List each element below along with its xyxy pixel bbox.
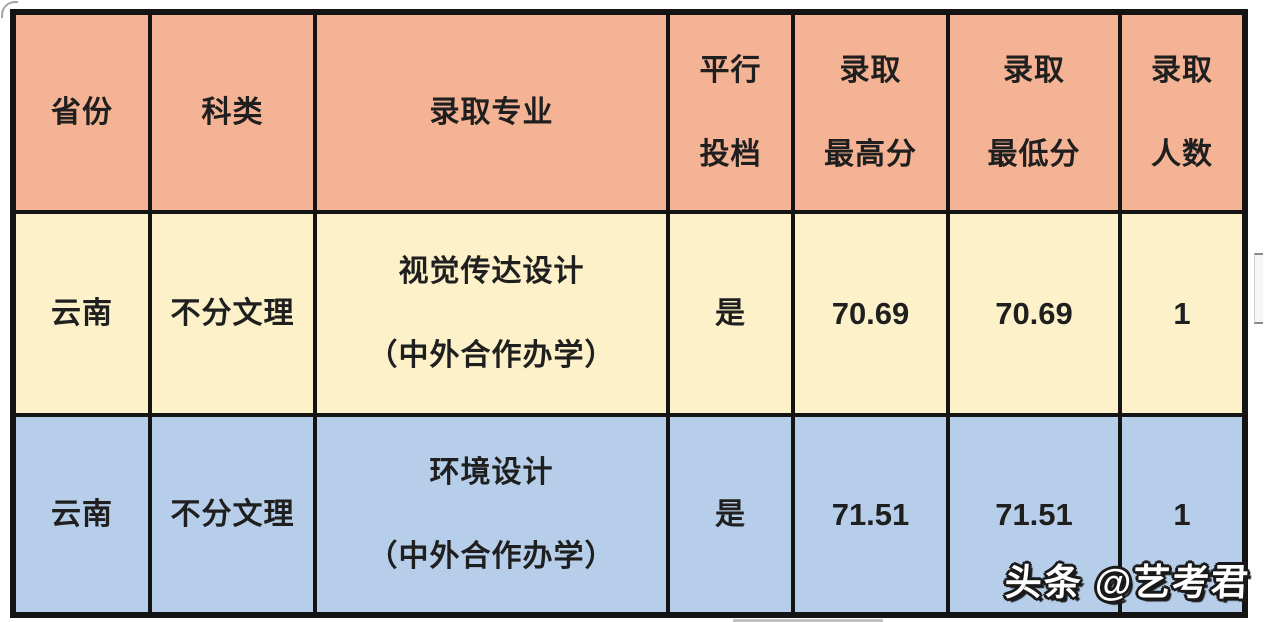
cell-max-score: 70.69 [795,214,946,413]
header-label: 科类 [201,95,264,129]
cell-count: 1 [1122,417,1242,612]
cell-province: 云南 [16,417,148,612]
header-cell-min-score: 录取 最低分 [950,15,1118,210]
cell-text: 是 [715,497,746,531]
header-cell-category: 科类 [152,15,313,210]
cell-text: 70.69 [995,295,1073,331]
cell-major: 视觉传达设计 （中外合作办学） [317,214,666,413]
cell-parallel-filing: 是 [670,417,791,612]
admission-score-table: 省份 科类 录取专业 平行 投档 录取 最高分 录取 最低分 录取 人数 云南 … [10,9,1248,618]
header-cell-max-score: 录取 最高分 [795,15,946,210]
cell-text: 1 [1173,496,1191,532]
header-label: 最低分 [987,137,1081,171]
cell-text: 1 [1173,295,1191,331]
cell-text: 71.51 [831,496,910,532]
cell-category: 不分文理 [152,214,313,413]
header-cell-parallel-filing: 平行 投档 [670,15,791,210]
header-cell-province: 省份 [16,15,148,210]
vertical-scrollbar-thumb[interactable] [1254,253,1263,324]
header-label: 录取 [839,53,902,87]
cell-min-score: 71.51 [950,417,1118,612]
cell-text: 70.69 [831,295,910,331]
header-label: 录取 [1003,53,1065,87]
watermark-toutiao-author: 头条 @艺考君 [1003,562,1251,603]
cell-text: 云南 [51,497,113,531]
rounded-panel-corner [1,1,18,18]
horizontal-scrollbar-thumb[interactable] [733,619,883,622]
header-cell-major: 录取专业 [317,15,666,210]
cell-major: 环境设计 （中外合作办学） [317,417,666,612]
cell-text: 云南 [51,296,113,330]
header-label: 人数 [1151,137,1213,171]
cell-text: 环境设计 [429,455,554,489]
header-label: 平行 [699,53,762,87]
header-cell-count: 录取 人数 [1122,15,1242,210]
cell-text: 视觉传达设计 [398,254,585,288]
header-label: 省份 [51,95,113,129]
cell-text: 不分文理 [170,497,295,531]
cell-max-score: 71.51 [795,417,946,612]
cell-text: （中外合作办学） [367,338,616,372]
cell-parallel-filing: 是 [670,214,791,413]
cell-text: 71.51 [995,496,1073,532]
cell-text: （中外合作办学） [367,539,616,573]
header-label: 最高分 [824,137,917,171]
cell-category: 不分文理 [152,417,313,612]
header-label: 录取 [1151,53,1213,87]
cell-min-score: 70.69 [950,214,1118,413]
header-label: 录取专业 [429,95,554,129]
cell-text: 是 [715,296,746,330]
header-label: 投档 [699,137,762,171]
cell-count: 1 [1122,214,1242,413]
cell-text: 不分文理 [170,296,295,330]
cell-province: 云南 [16,214,148,413]
